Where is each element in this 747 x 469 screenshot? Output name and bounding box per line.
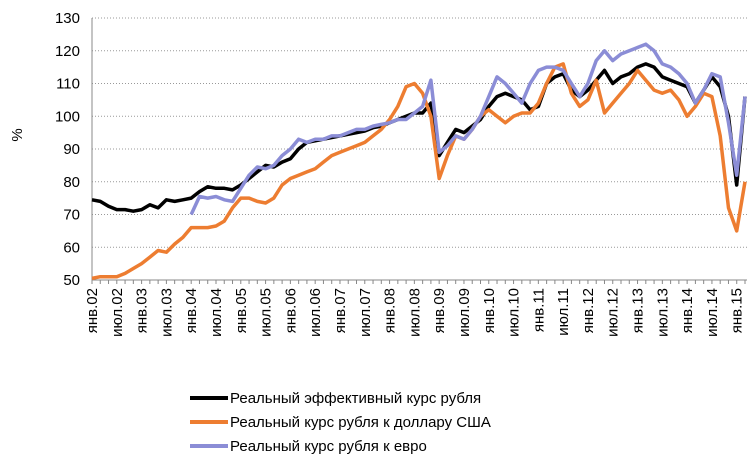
- y-tick-label: 90: [63, 141, 80, 158]
- y-tick-label: 100: [55, 108, 80, 125]
- x-tick-label: янв.12: [580, 288, 597, 333]
- x-tick-label: янв.04: [183, 288, 200, 333]
- x-tick-label: янв.06: [282, 288, 299, 333]
- y-tick-label: 130: [55, 10, 80, 27]
- x-tick-label: янв.02: [84, 288, 101, 333]
- x-tick-label: июл.12: [605, 288, 622, 337]
- x-tick-label: янв.03: [134, 288, 151, 333]
- x-tick-label: янв.11: [530, 288, 547, 332]
- x-tick-label: июл.06: [307, 288, 324, 337]
- series-line: [91, 62, 747, 213]
- y-tick-label: 60: [63, 239, 80, 256]
- x-tick-label: июл.11: [555, 288, 572, 336]
- x-tick-label: июл.13: [654, 288, 671, 337]
- x-tick-label: июл.03: [158, 288, 175, 337]
- y-tick-label: 70: [63, 207, 80, 224]
- y-tick-label: 80: [63, 174, 80, 191]
- y-tick-label: 50: [63, 272, 80, 289]
- x-tick-label: июл.08: [406, 288, 423, 337]
- legend-label: Реальный эффективный курс рубля: [230, 390, 481, 407]
- y-tick-label: 120: [55, 43, 80, 60]
- x-tick-label: июл.07: [357, 288, 374, 337]
- series-line: [91, 62, 747, 281]
- x-tick-label: янв.07: [332, 288, 349, 333]
- x-tick-label: янв.10: [481, 288, 498, 333]
- x-tick-label: янв.08: [382, 288, 399, 333]
- x-tick-label: июл.05: [258, 288, 275, 337]
- x-tick-label: июл.14: [704, 288, 721, 337]
- legend-label: Реальный курс рубля к доллару США: [230, 414, 491, 431]
- x-tick-label: июл.09: [456, 288, 473, 337]
- y-tick-label: 110: [56, 76, 80, 93]
- x-tick-label: июл.02: [109, 288, 126, 337]
- legend-label: Реальный курс рубля к евро: [230, 438, 427, 455]
- x-tick-label: янв.09: [431, 288, 448, 333]
- x-tick-label: янв.14: [679, 288, 696, 333]
- x-tick-label: янв.13: [630, 288, 647, 333]
- x-tick-label: янв.15: [729, 288, 746, 333]
- y-axis-label: %: [9, 128, 26, 141]
- series-line: [189, 42, 747, 216]
- x-tick-label: янв.05: [233, 288, 250, 333]
- x-tick-label: июл.04: [208, 288, 225, 337]
- x-tick-label: июл.10: [506, 288, 523, 337]
